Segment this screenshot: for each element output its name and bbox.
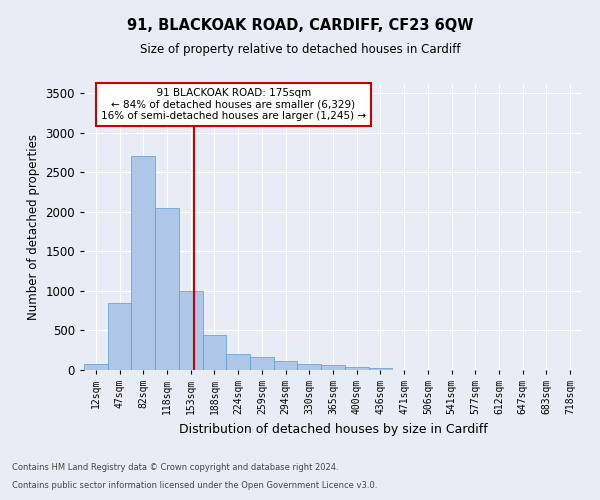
Bar (321, 365, 345, 370)
Bar (274, 360, 298, 370)
Bar (298, 364, 321, 370)
Bar (131, 156, 155, 370)
Bar (179, 291, 203, 370)
Y-axis label: Number of detached properties: Number of detached properties (27, 134, 40, 320)
X-axis label: Distribution of detached houses by size in Cardiff: Distribution of detached houses by size … (179, 422, 487, 436)
Text: 91, BLACKOAK ROAD, CARDIFF, CF23 6QW: 91, BLACKOAK ROAD, CARDIFF, CF23 6QW (127, 18, 473, 32)
Text: Contains HM Land Registry data © Crown copyright and database right 2024.: Contains HM Land Registry data © Crown c… (12, 464, 338, 472)
Text: Contains public sector information licensed under the Open Government Licence v3: Contains public sector information licen… (12, 481, 377, 490)
Bar (155, 208, 179, 370)
Bar (226, 354, 250, 370)
Bar (108, 302, 131, 370)
Text: 91 BLACKOAK ROAD: 175sqm  
← 84% of detached houses are smaller (6,329)
16% of s: 91 BLACKOAK ROAD: 175sqm ← 84% of detach… (101, 88, 366, 121)
Bar (345, 367, 368, 370)
Bar (84, 364, 108, 370)
Bar (250, 358, 274, 370)
Bar (203, 335, 226, 370)
Bar (368, 368, 392, 370)
Text: Size of property relative to detached houses in Cardiff: Size of property relative to detached ho… (140, 42, 460, 56)
